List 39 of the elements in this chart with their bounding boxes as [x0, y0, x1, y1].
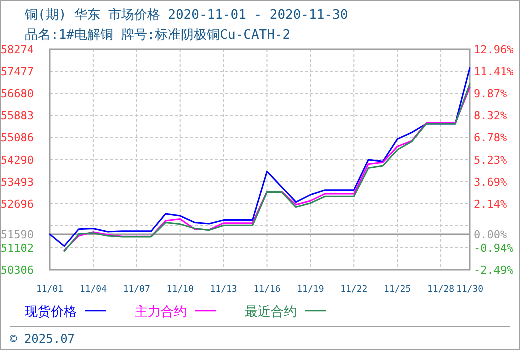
y2-tick-label: 3.69% [474, 176, 508, 189]
x-tick-label: 11/22 [340, 285, 368, 295]
y-tick-label: 55086 [0, 132, 34, 145]
y-tick-label: 58274 [0, 44, 34, 56]
legend-label: 最近合约 [245, 305, 297, 320]
y2-tick-label: 9.87% [474, 88, 508, 101]
legend-label: 现货价格 [25, 305, 77, 320]
subtitle: 品名:1#电解铜 牌号:标准阴极铜Cu-CATH-2 [25, 28, 291, 43]
x-tick-label: 11/07 [123, 285, 150, 295]
y2-tick-label: 8.32% [474, 110, 508, 123]
x-tick-label: 11/28 [427, 285, 455, 295]
y-tick-label: 55883 [0, 110, 34, 123]
y2-tick-label: 6.78% [474, 132, 508, 145]
y2-tick-label: 5.23% [474, 154, 508, 167]
x-tick-label: 11/19 [297, 285, 324, 295]
x-tick-label: 11/01 [36, 285, 64, 295]
y-tick-label: 53493 [0, 176, 34, 189]
y2-tick-label: 2.14% [474, 198, 508, 211]
y-tick-label: 57477 [0, 66, 34, 79]
x-tick-label: 11/30 [456, 285, 484, 295]
y-tick-label: 50306 [0, 264, 34, 277]
x-tick-label: 11/16 [254, 285, 281, 295]
x-tick-label: 11/10 [166, 285, 194, 295]
y-tick-label: 51590 [0, 228, 34, 242]
y-tick-label: 51102 [0, 242, 34, 255]
title: 铜(期) 华东 市场价格 2020-11-01 - 2020-11-30 [25, 8, 348, 23]
x-tick-label: 11/25 [384, 285, 412, 295]
y-tick-label: 56680 [0, 88, 34, 101]
y2-tick-label: 12.96% [474, 44, 514, 56]
x-tick-label: 11/04 [80, 285, 107, 295]
y2-tick-label: 11.41% [474, 66, 514, 79]
text: © 2025.07 [10, 332, 76, 346]
y-tick-label: 54290 [0, 154, 34, 167]
y2-tick-label: 0.00% [474, 228, 508, 242]
y2-tick-label: -2.49% [474, 264, 514, 277]
y-tick-label: 52696 [0, 198, 34, 211]
x-tick-label: 11/13 [210, 285, 238, 295]
y2-tick-label: -0.94% [474, 242, 514, 255]
legend-label: 主力合约 [135, 304, 187, 320]
